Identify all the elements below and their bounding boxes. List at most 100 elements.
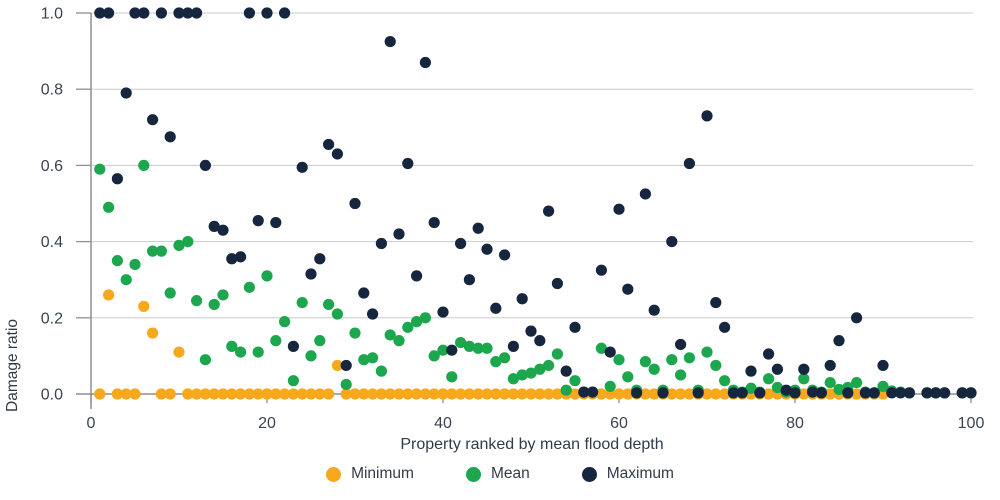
- point-mean: [367, 352, 379, 364]
- legend-item-minimum: Minimum: [326, 465, 414, 483]
- point-maximum: [578, 386, 590, 398]
- point-minimum: [235, 388, 247, 400]
- point-minimum: [411, 388, 423, 400]
- point-maximum: [701, 110, 713, 122]
- point-maximum: [930, 387, 942, 399]
- point-mean: [120, 274, 132, 286]
- point-mean: [851, 376, 863, 389]
- point-mean: [666, 354, 678, 366]
- point-mean: [261, 270, 273, 282]
- point-mean: [745, 382, 757, 394]
- point-mean: [569, 375, 581, 387]
- point-minimum: [824, 388, 836, 400]
- point-minimum: [763, 388, 775, 400]
- x-tick-label: 40: [434, 415, 452, 432]
- point-maximum: [939, 387, 951, 399]
- point-maximum: [815, 387, 828, 399]
- point-maximum: [199, 159, 211, 171]
- point-maximum: [534, 335, 546, 347]
- point-maximum: [666, 236, 678, 248]
- point-maximum: [182, 7, 194, 19]
- point-mean: [428, 350, 440, 362]
- point-mean: [419, 312, 431, 324]
- y-tick-label: 0.4: [41, 234, 63, 251]
- point-mean: [411, 316, 423, 328]
- x-tick-label: 100: [958, 415, 985, 432]
- point-maximum: [648, 304, 660, 316]
- point-maximum: [402, 157, 414, 170]
- point-mean: [833, 383, 845, 396]
- point-minimum: [261, 388, 273, 400]
- point-minimum: [375, 388, 387, 400]
- point-maximum: [763, 348, 775, 360]
- point-mean: [622, 371, 634, 383]
- point-mean: [217, 289, 229, 301]
- mean-swatch-icon: [465, 466, 481, 482]
- point-maximum: [243, 7, 255, 19]
- point-minimum: [437, 388, 449, 400]
- point-maximum: [305, 268, 317, 280]
- point-mean: [155, 245, 167, 257]
- point-maximum: [287, 340, 299, 352]
- point-minimum: [419, 388, 431, 400]
- point-mean: [252, 346, 264, 358]
- point-minimum: [129, 388, 141, 400]
- point-maximum: [798, 363, 810, 375]
- point-maximum: [499, 249, 511, 261]
- point-mean: [164, 287, 176, 299]
- point-mean: [111, 255, 123, 267]
- point-maximum: [481, 243, 493, 255]
- point-maximum: [235, 251, 247, 263]
- point-mean: [235, 346, 247, 358]
- point-mean: [595, 342, 608, 354]
- point-maximum: [516, 293, 528, 305]
- point-maximum: [587, 386, 599, 398]
- point-minimum: [455, 388, 467, 400]
- point-minimum: [463, 388, 475, 400]
- y-tick-label: 0.0: [41, 387, 63, 404]
- point-maximum: [842, 387, 854, 399]
- point-minimum: [710, 388, 722, 400]
- point-maximum: [543, 205, 555, 217]
- point-maximum: [921, 387, 933, 399]
- point-maximum: [138, 7, 150, 19]
- point-mean: [182, 236, 194, 248]
- point-maximum: [226, 253, 238, 265]
- point-mean: [490, 356, 502, 368]
- point-maximum: [463, 274, 475, 286]
- point-minimum: [94, 388, 106, 400]
- point-maximum: [868, 387, 880, 399]
- point-mean: [103, 201, 115, 213]
- point-minimum: [402, 388, 414, 400]
- point-maximum: [622, 283, 634, 295]
- point-mean: [375, 365, 387, 377]
- point-minimum: [534, 388, 546, 400]
- point-maximum: [147, 114, 159, 126]
- point-mean: [604, 380, 616, 392]
- point-maximum: [833, 335, 845, 347]
- point-mean: [455, 336, 467, 349]
- point-minimum: [490, 388, 502, 400]
- point-mean: [349, 327, 361, 339]
- point-mean: [296, 296, 308, 309]
- point-maximum: [657, 387, 669, 399]
- y-tick-label: 0.6: [41, 158, 63, 175]
- point-mean: [763, 373, 775, 385]
- point-mean: [543, 359, 555, 372]
- point-minimum: [472, 388, 484, 400]
- point-mean: [710, 359, 722, 372]
- point-maximum: [437, 306, 449, 318]
- point-mean: [173, 239, 185, 252]
- point-maximum: [358, 287, 370, 299]
- point-maximum: [903, 387, 916, 399]
- point-mean: [323, 298, 335, 311]
- point-minimum: [851, 388, 863, 400]
- point-minimum: [666, 388, 678, 400]
- point-mean: [560, 384, 572, 396]
- x-axis-title: Property ranked by mean flood depth: [400, 436, 664, 453]
- point-mean: [719, 375, 731, 387]
- point-minimum: [103, 289, 115, 301]
- legend-label-minimum: Minimum: [351, 465, 414, 482]
- point-maximum: [525, 325, 537, 337]
- point-maximum: [877, 359, 889, 372]
